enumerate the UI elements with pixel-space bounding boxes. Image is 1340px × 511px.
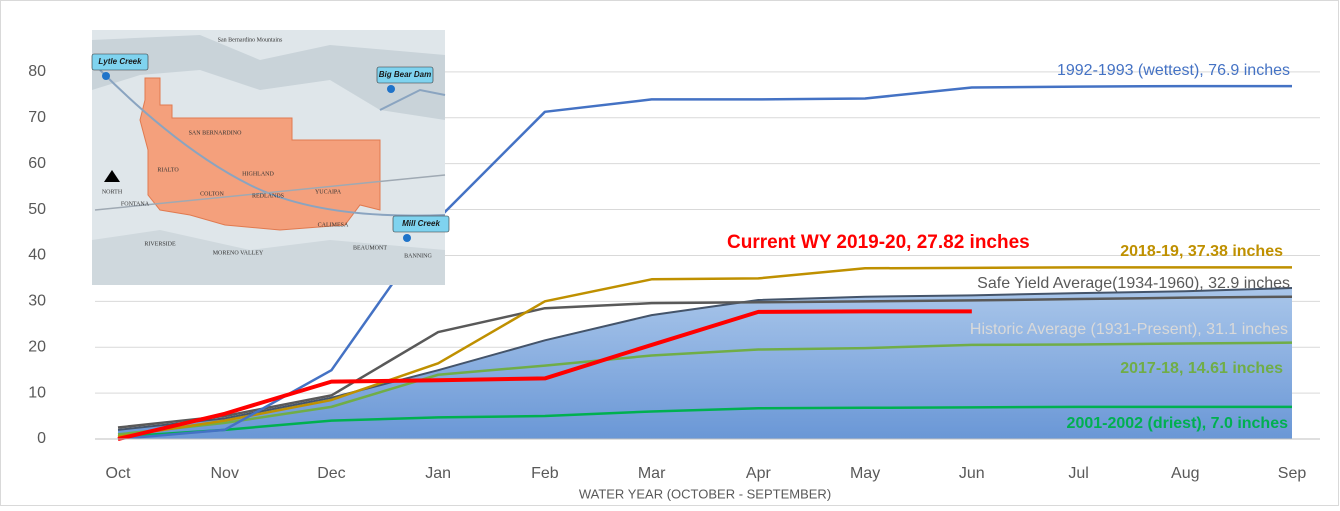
y-tick-label: 30: [28, 293, 46, 310]
series-line: [117, 405, 1292, 438]
map-label: NORTH: [102, 189, 123, 195]
x-tick-label: Jan: [425, 465, 451, 482]
series-label: Historic Average (1931-Present), 31.1 in…: [970, 321, 1288, 338]
y-tick-label: 70: [28, 109, 46, 126]
map-callout: [91, 53, 149, 71]
x-tick-label: Oct: [106, 465, 131, 482]
series-label: 1992-1993 (wettest), 76.9 inches: [1057, 62, 1290, 79]
y-tick-label: 20: [28, 338, 46, 355]
x-tick-label: Apr: [746, 465, 772, 482]
map-label: CALIMESA: [318, 222, 349, 228]
series-label: Safe Yield Average(1934-1960), 32.9 inch…: [977, 275, 1290, 292]
north-arrow: [104, 170, 120, 182]
map-label: FONTANA: [121, 201, 150, 207]
map-label: SAN BERNARDINO: [189, 130, 243, 136]
x-tick-label: Aug: [1171, 465, 1199, 482]
map-marker: [102, 72, 110, 80]
map-label: Mill Creek: [402, 219, 440, 228]
series-line: [117, 84, 1292, 441]
series-line: [117, 295, 1293, 429]
x-tick-label: May: [850, 465, 880, 482]
series-label: Current WY 2019-20, 27.82 inches: [727, 232, 1030, 253]
map-terrain: [92, 35, 445, 120]
x-tick-label: Jun: [959, 465, 985, 482]
area: [118, 288, 1292, 439]
map-callout: [376, 66, 434, 84]
map-label: BEAUMONT: [353, 245, 387, 251]
x-tick-label: Mar: [638, 465, 666, 482]
x-tick-label: Jul: [1068, 465, 1088, 482]
y-tick-label: 0: [37, 430, 46, 447]
map-label: Lytle Creek: [98, 57, 142, 66]
map-marker: [403, 234, 411, 242]
series-label: 2017-18, 14.61 inches: [1120, 360, 1283, 377]
map-label: San Bernardino Mountains: [218, 37, 283, 43]
y-tick-label: 80: [28, 63, 46, 80]
series-label: 2018-19, 37.38 inches: [1120, 243, 1283, 260]
map-inset: Lytle Creek Big Bear Dam Mill Creek San Ber…: [91, 30, 450, 285]
x-axis-label: WATER YEAR (OCTOBER - SEPTEMBER): [579, 486, 831, 501]
series-label: 2001-2002 (driest), 7.0 inches: [1067, 415, 1289, 432]
river: [99, 69, 446, 217]
series-line: [117, 266, 1292, 438]
map-label: BANNING: [404, 253, 432, 259]
x-tick-label: Dec: [317, 465, 345, 482]
series-line: [117, 287, 1293, 431]
map-label: YUCAIPA: [315, 189, 342, 195]
service-area: [139, 77, 381, 231]
y-tick-label: 60: [28, 155, 46, 172]
map-label: REDLANDS: [252, 193, 284, 199]
map-label: COLTON: [200, 191, 224, 197]
x-tick-label: Nov: [211, 465, 239, 482]
x-tick-label: Sep: [1278, 465, 1307, 482]
map-callout: [392, 215, 450, 233]
y-tick-label: 10: [28, 384, 46, 401]
x-tick-label: Feb: [531, 465, 559, 482]
y-tick-label: 40: [28, 247, 46, 264]
map-label: RIALTO: [157, 167, 179, 173]
map-label: Big Bear Dam: [379, 70, 431, 79]
river: [379, 88, 446, 111]
y-tick-label: 50: [28, 201, 46, 218]
map-marker: [387, 85, 395, 93]
map-label: HIGHLAND: [242, 171, 274, 177]
map-label: RIVERSIDE: [144, 241, 176, 247]
map-terrain: [92, 230, 445, 285]
map-label: MORENO VALLEY: [213, 250, 264, 256]
road: [94, 174, 446, 211]
series-line: [117, 309, 972, 441]
series-line: [117, 341, 1293, 436]
